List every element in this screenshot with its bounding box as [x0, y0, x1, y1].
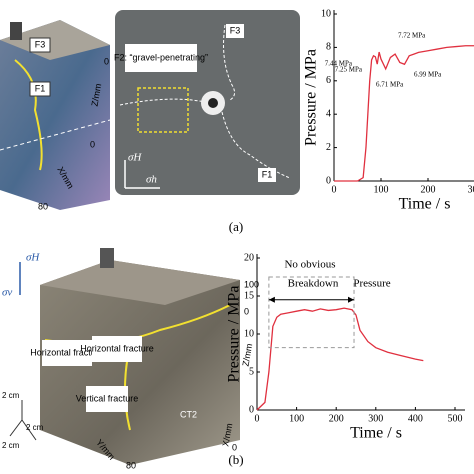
- y-tick-label: 15: [244, 290, 254, 301]
- data-line: [334, 45, 474, 182]
- y-axis-label: Pressure / MPa: [226, 286, 243, 383]
- tick-label: 80: [126, 460, 136, 470]
- x-tick-label: 200: [329, 413, 344, 424]
- x-axis-label: Time / s: [399, 196, 451, 213]
- tick-label: 0: [104, 56, 109, 66]
- x-tick-label: 500: [448, 413, 463, 424]
- fracture-label: F3: [35, 39, 46, 49]
- annotation: No obvious: [284, 259, 335, 271]
- tick-label: 100: [244, 279, 259, 289]
- annotation: 7.25 MPa: [335, 66, 363, 74]
- tick-label: 0: [90, 139, 95, 149]
- y-tick-label: 2: [326, 142, 331, 153]
- panel-label: (a): [229, 219, 243, 234]
- y-tick-label: 5: [249, 366, 254, 377]
- tick-label: 80: [38, 201, 48, 211]
- photo-section-a: F3 F2: “gravel-penetrating” F1 σH σh: [114, 10, 300, 195]
- stress-label: σv: [2, 287, 12, 299]
- x-tick-label: 0: [255, 413, 260, 424]
- fracture-label: F1: [262, 169, 273, 179]
- photo-cube-b: Horizontal fracture Horizontal fracture …: [2, 248, 259, 470]
- scale-label: 2 cm: [2, 441, 20, 450]
- x-tick-label: 100: [289, 413, 304, 424]
- x-tick-label: 300: [368, 413, 383, 424]
- stress-label: σH: [128, 152, 142, 164]
- y-axis-label: Pressure / MPa: [303, 49, 320, 146]
- photo-cube-a: F3 F1 Z/mm X/mm 80 0 0 0: [0, 20, 111, 211]
- y-tick-label: 0: [326, 175, 331, 186]
- x-axis-label: Time / s: [350, 425, 402, 442]
- stress-label: σh: [146, 174, 157, 186]
- axis-label: Z/mm: [89, 83, 103, 107]
- scale-label: 2 cm: [26, 423, 44, 432]
- annotation: Breakdown: [288, 278, 339, 290]
- fracture-label: F1: [35, 83, 46, 93]
- annotation: 7.72 MPa: [398, 32, 426, 40]
- highlight-box: [268, 276, 355, 349]
- tick-label: 0: [232, 442, 237, 452]
- y-tick-label: 0: [249, 404, 254, 415]
- axis-label: X/mm: [220, 422, 234, 447]
- x-tick-label: 0: [332, 184, 337, 195]
- axis-label: Z/mm: [240, 343, 254, 367]
- fracture-label: F3: [230, 25, 241, 35]
- sample-label: CT2: [180, 409, 197, 419]
- annotation: 7.44 MPa: [325, 60, 353, 68]
- stress-label: σH: [26, 252, 40, 264]
- fracture-label: Horizontal fracture: [30, 347, 104, 357]
- y-tick-label: 20: [244, 252, 254, 263]
- fracture-label: F2: “gravel-penetrating”: [114, 52, 208, 62]
- y-tick-label: 6: [326, 75, 331, 86]
- y-tick-label: 4: [326, 108, 331, 119]
- y-tick-label: 10: [321, 8, 331, 19]
- tick-label: 0: [244, 306, 249, 316]
- annotation: 6.71 MPa: [376, 81, 404, 89]
- fracture-label: Horizontal fracture: [80, 343, 154, 353]
- annotation: Pressure: [353, 278, 390, 290]
- panel-label: (b): [228, 452, 243, 467]
- scale-label: 2 cm: [2, 391, 20, 400]
- x-tick-label: 100: [374, 184, 389, 195]
- x-tick-label: 200: [421, 184, 436, 195]
- y-tick-label: 8: [326, 42, 331, 53]
- x-tick-label: 400: [408, 413, 423, 424]
- y-tick-label: 10: [244, 328, 254, 339]
- x-tick-label: 300: [468, 184, 474, 195]
- fracture-label: Vertical fracture: [76, 393, 139, 403]
- data-line: [256, 307, 424, 411]
- annotation: 6.99 MPa: [414, 71, 442, 79]
